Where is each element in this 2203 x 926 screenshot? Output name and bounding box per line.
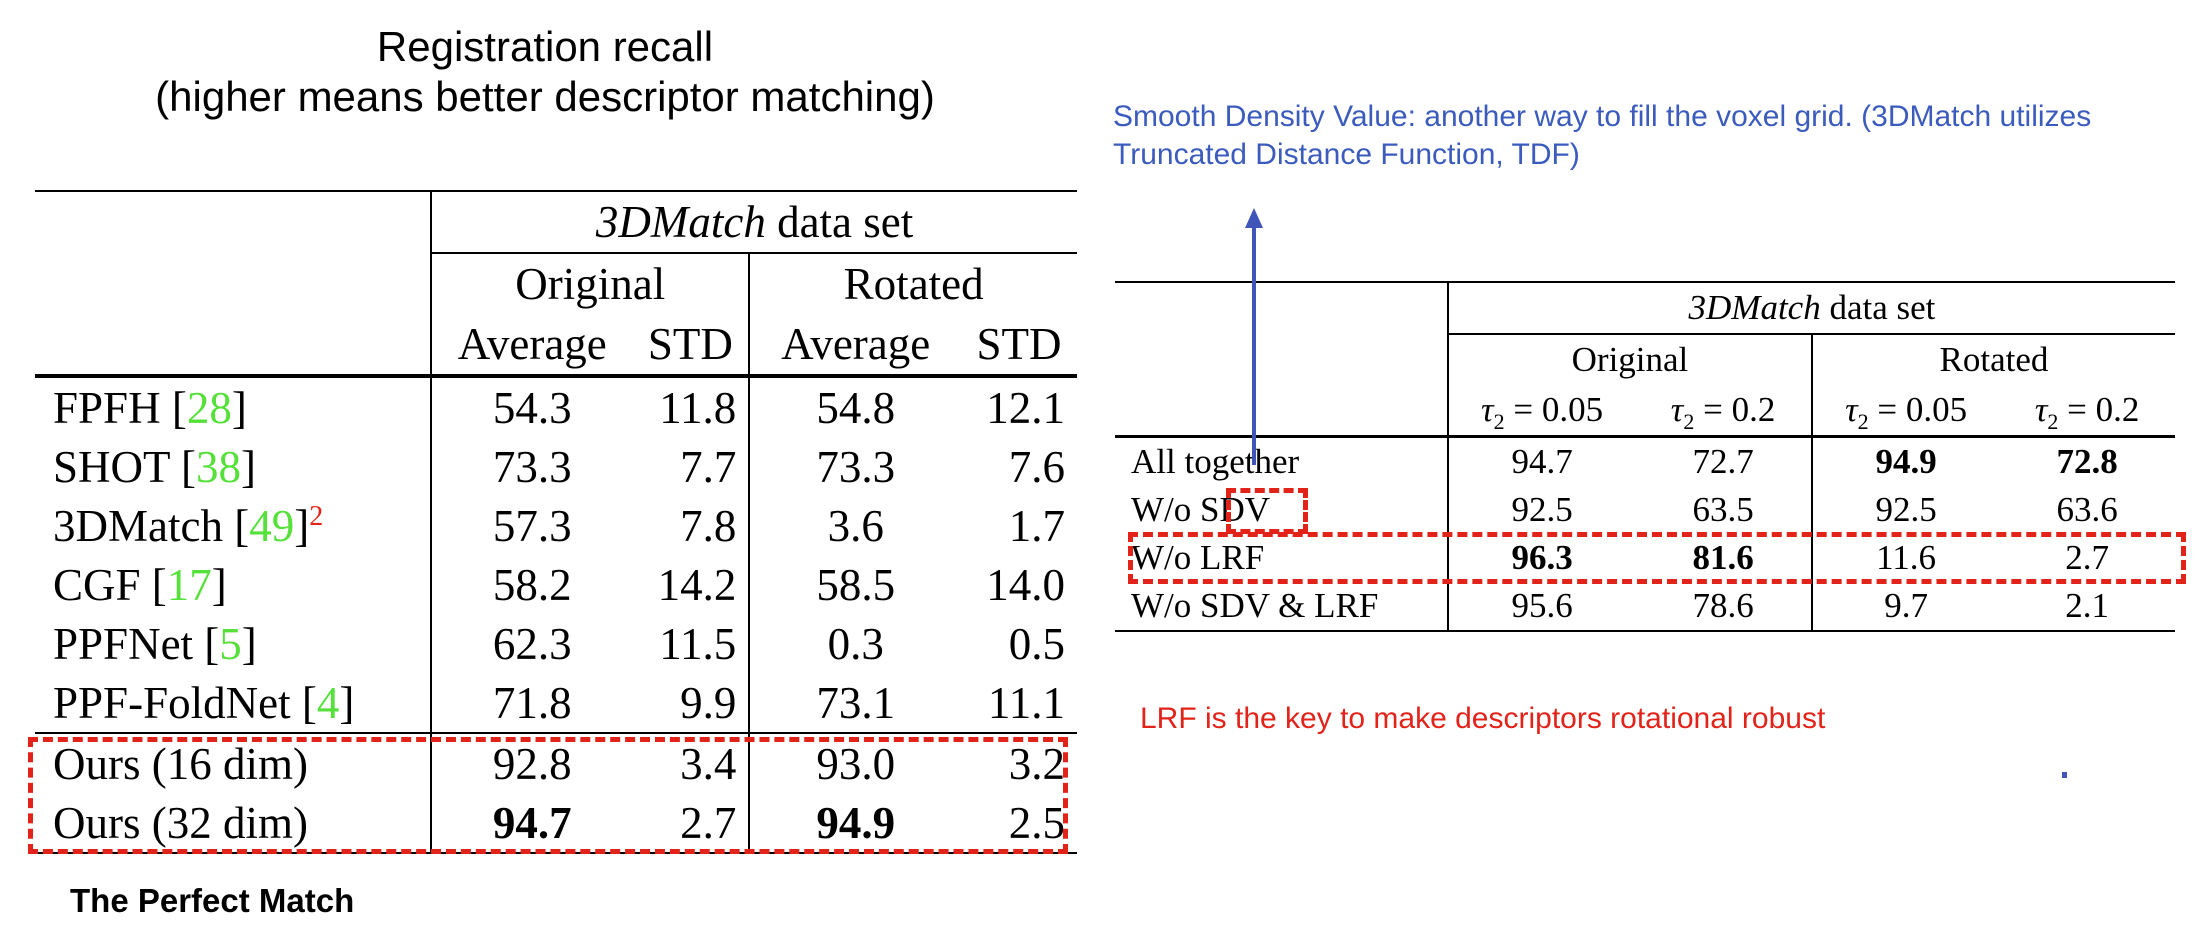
group-original: Original <box>1447 334 1813 385</box>
wo-lrf-highlight-box <box>1128 532 2186 584</box>
table-row: 3DMatch [49]2 57.3 7.8 3.6 1.7 <box>35 496 1077 555</box>
group-rotated: Rotated <box>1939 340 2049 379</box>
col-tau-02: τ2 = 0.2 <box>1635 385 1813 438</box>
col-tau-005: τ2 = 0.05 <box>1811 385 2000 438</box>
ablation-table: 3DMatch data set Original Rotated τ2 = 0… <box>1115 281 2175 632</box>
slide-title: Registration recall (higher means better… <box>60 22 1030 122</box>
variant-name: W/o SDV <box>1115 486 1449 534</box>
table-row: Ours (16 dim) 92.8 3.4 93.0 3.2 <box>35 733 1077 793</box>
variant-name: All together <box>1115 436 1449 486</box>
sdv-note: Smooth Density Value: another way to fil… <box>1113 100 2092 171</box>
table-row: All together 94.7 72.7 94.9 72.8 <box>1115 436 2175 486</box>
group-original: Original <box>431 253 751 314</box>
method-name: Ours (32 dim) <box>35 793 433 854</box>
col-std: STD <box>961 314 1077 378</box>
col-tau-02: τ2 = 0.2 <box>1999 385 2175 438</box>
group-rotated: Rotated <box>843 259 984 309</box>
table-row: PPFNet [5] 62.3 11.5 0.3 0.5 <box>35 614 1077 673</box>
method-name: PPF-FoldNet [4] <box>35 673 433 733</box>
title-line-2: (higher means better descriptor matching… <box>155 73 935 120</box>
method-name: CGF [17] <box>35 555 433 614</box>
paper-caption: The Perfect Match <box>70 882 355 919</box>
method-name: 3DMatch [49]2 <box>35 496 433 555</box>
col-average: Average <box>749 314 962 378</box>
stray-dot <box>2062 772 2067 778</box>
title-line-1: Registration recall <box>376 23 714 70</box>
ours-highlight-box <box>28 737 1068 854</box>
method-name: Ours (16 dim) <box>35 733 433 793</box>
col-std: STD <box>632 314 751 378</box>
lrf-note: LRF is the key to make descriptors rotat… <box>1140 702 1826 735</box>
table-row: SHOT [38] 73.3 7.7 73.3 7.6 <box>35 437 1077 496</box>
method-name: SHOT [38] <box>35 437 433 496</box>
table-row: FPFH [28] 54.3 11.8 54.8 12.1 <box>35 376 1077 437</box>
method-name: FPFH [28] <box>35 376 433 437</box>
table-row: W/o SDV 92.5 63.5 92.5 63.6 <box>1115 486 2175 534</box>
table-row: W/o LRF 96.3 81.6 11.6 2.7 <box>1115 534 2175 582</box>
dataset-header: 3DMatch data set <box>1447 281 2175 335</box>
sdv-highlight-box <box>1226 488 1308 534</box>
arrow-up-icon <box>1245 208 1263 228</box>
col-average: Average <box>431 314 633 378</box>
col-tau-005: τ2 = 0.05 <box>1447 385 1636 438</box>
registration-recall-table: 3DMatch data set Original Rotated Averag… <box>35 190 1077 854</box>
header-empty-cell <box>35 190 433 253</box>
footnote-marker: 2 <box>309 500 324 532</box>
table-row: W/o SDV & LRF 95.6 78.6 9.7 2.1 <box>1115 582 2175 632</box>
dataset-header: 3DMatch data set <box>431 190 1077 254</box>
table-row: PPF-FoldNet [4] 71.8 9.9 73.1 11.1 <box>35 673 1077 733</box>
table-row: CGF [17] 58.2 14.2 58.5 14.0 <box>35 555 1077 614</box>
arrow-shaft <box>1252 225 1256 465</box>
method-name: PPFNet [5] <box>35 614 433 673</box>
variant-name: W/o SDV & LRF <box>1115 582 1449 632</box>
variant-name: W/o LRF <box>1115 534 1449 582</box>
